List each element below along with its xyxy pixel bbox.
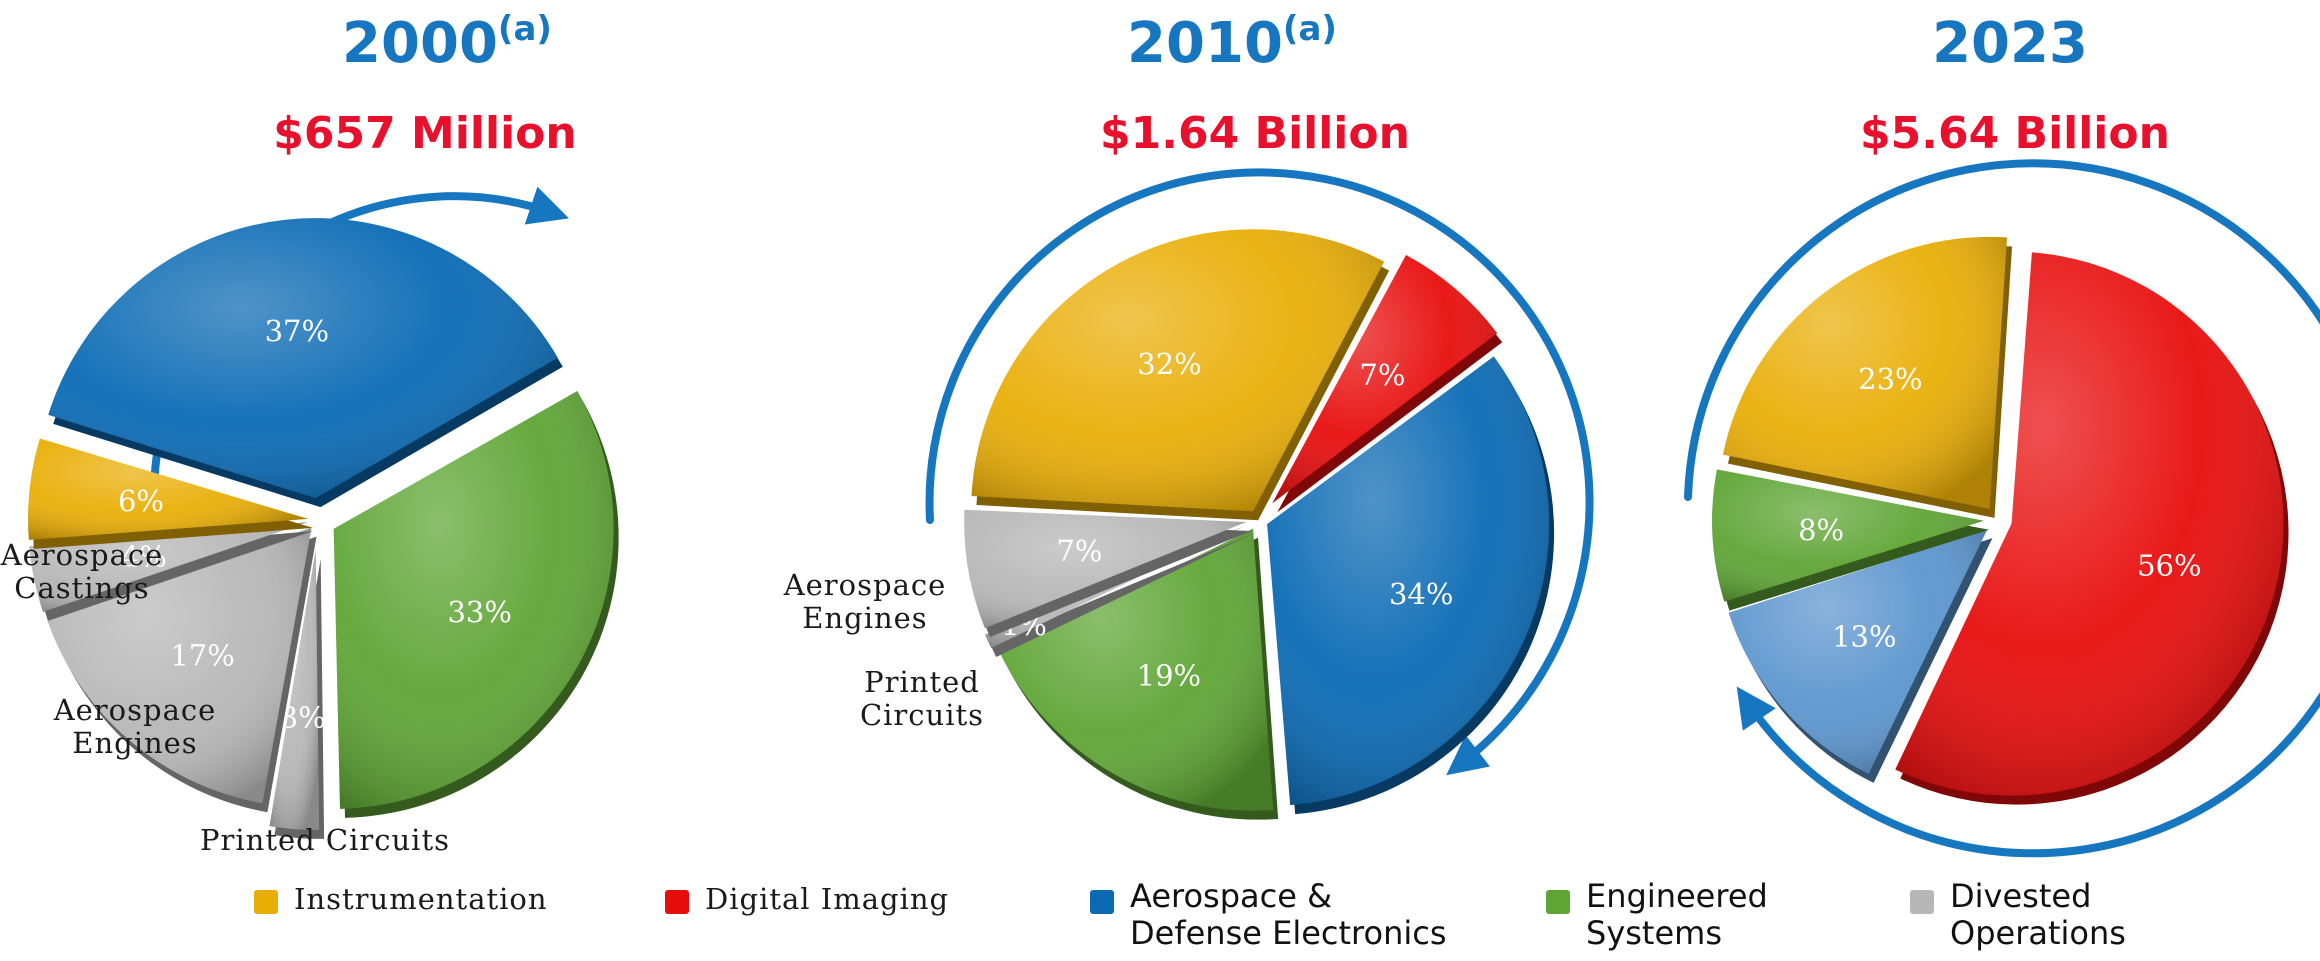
annotation-printed-circuits-2000: Printed Circuits [200,823,450,857]
chart-2023: 2023 $5.64 Billion 56% 13% 8% 23% [1684,11,2320,858]
annotation-aerospace-engines-2010-text: Aerospace [783,568,947,602]
chart-2023-slice-1-gloss [1895,252,2284,796]
chart-2010-slice-6: 32% [971,229,1390,521]
chart-2010-slice-2: 34% [1267,356,1555,815]
chart-2010-pie: 7%34%19%1%7%32% [964,229,1555,820]
chart-2023-slice-4: 23% [1722,236,2013,518]
annotation-aerospace-engines-2000-text: Aerospace [53,693,217,727]
chart-2000-slice-2-label: 33% [447,595,511,629]
legend-label-aerospace-defense: Aerospace & Defense Electronics [1130,877,1447,952]
chart-2010-slice-3-label: 19% [1137,659,1201,693]
chart-2000-pie: 37% 33% 3% 17% 4% 6% [28,218,619,839]
chart-2000-slice-4-gloss [47,527,312,804]
annotation-printed-circuits-2010: Printed Circuits [860,665,984,732]
chart-2023-title: 2023 [1932,11,2088,76]
annotation-aerospace-engines-2010-text-line-2: Engines [802,601,927,635]
chart-2000-slice-2: 33% [333,391,619,818]
chart-2023-slice-3-label: 8% [1798,513,1844,547]
chart-2023-slice-1-label: 56% [2137,548,2201,582]
annotation-aerospace-castings-text: Aerospace [0,538,163,572]
legend-item-divested-operations: Divested Operations [1910,878,2126,952]
legend-swatch-instrumentation [254,890,278,914]
annotation-printed-circuits-2010-text: Printed [864,665,980,699]
annotation-printed-circuits-2010-text-line-2: Circuits [860,698,984,732]
chart-2000-slice-1-label: 37% [265,314,329,348]
chart-2023-slice-2: 13% [1728,529,1993,783]
chart-2000-slice-4-label: 17% [170,639,234,673]
annotation-aerospace-engines-2000: Aerospace Engines [53,693,217,760]
chart-2010-slice-5-label: 7% [1056,534,1102,568]
chart-2023-rotation-arrow [1684,159,2320,858]
chart-2023-year: 2023 [1932,11,2088,76]
legend-label-engineered-systems: Engineered Systems [1586,877,1768,952]
chart-2010-slice-5: 7% [964,509,1252,638]
chart-2000-slice-1-gloss [48,218,558,499]
annotation-aerospace-castings-text-line-2: Castings [14,571,149,605]
annotation-aerospace-engines-2010: Aerospace Engines [783,568,947,635]
chart-2000-slice-3-label: 3% [280,700,326,734]
chart-2010-year: 2010 [1127,11,1283,76]
chart-2010-slice-2-gloss [1267,356,1550,806]
chart-2000-title: 2000(a) [342,9,552,76]
legend-label-instrumentation: Instrumentation [294,882,548,916]
chart-2010-slice-6-label: 32% [1137,347,1201,381]
legend-item-digital-imaging: Digital Imaging [665,878,949,918]
legend-label-divested-operations: Divested Operations [1950,877,2126,952]
chart-2010-slice-1: 7% [1272,255,1503,513]
chart-2023-slice-2-gloss [1728,529,1988,774]
chart-2000-slice-2-gloss [333,391,614,809]
chart-2023-slice-4-gloss [1722,236,2008,509]
chart-2000-slice-6-label: 6% [118,484,164,518]
legend-swatch-divested-operations [1910,890,1934,914]
chart-2000-slice-5: 4% [29,522,314,621]
chart-2023-slice-3: 8% [1712,469,1990,611]
chart-2000-slice-6: 6% [28,438,314,549]
chart-2010-slice-6-gloss [971,229,1385,512]
legend-item-engineered-systems: Engineered Systems [1546,878,1768,952]
legend-swatch-digital-imaging [665,890,689,914]
legend-swatch-engineered-systems [1546,890,1570,914]
legend-item-instrumentation: Instrumentation [254,878,548,918]
legend: Instrumentation Digital Imaging Aerospac… [0,878,2320,961]
chart-2023-slice-2-label: 13% [1832,619,1896,653]
chart-2010-slice-2-label: 34% [1389,577,1453,611]
chart-2000-slice-5-gloss [29,522,309,612]
legend-swatch-aerospace-defense [1090,890,1114,914]
chart-2023-slice-3-gloss [1712,469,1985,602]
chart-2010-slice-3: 19% [1000,528,1279,820]
chart-2010-title: 2010(a) [1127,9,1337,76]
chart-2000-slice-4: 17% [47,527,317,813]
chart-2000: 2000(a) $657 Million 37% 33% 3% 17% 4% 6% Aer… [0,9,619,857]
chart-2000-year: 2000 [342,11,498,76]
chart-2000-slice-5-label: 4% [121,539,167,573]
chart-2000-total: $657 Million [273,108,576,159]
chart-2010-slice-3-gloss [1000,528,1274,811]
chart-2010-slice-1-gloss [1272,255,1498,504]
chart-2023-total: $5.64 Billion [1860,108,2170,159]
legend-label-digital-imaging: Digital Imaging [705,882,950,916]
chart-2010-superscript: (a) [1283,9,1337,49]
legend-item-aerospace-defense: Aerospace & Defense Electronics [1090,878,1447,952]
chart-2000-slice-1: 37% [48,218,563,508]
chart-2010-total: $1.64 Billion [1100,108,1410,159]
chart-2010-rotation-arrow [925,168,1594,776]
chart-2010-slice-4-depth [990,534,1251,658]
chart-2023-pie: 56% 13% 8% 23% [1712,236,2289,805]
annotation-aerospace-engines-2000-text-line-2: Engines [72,726,197,760]
chart-2000-slice-3-gloss [269,549,320,830]
chart-2000-slice-6-gloss [28,438,309,540]
chart-2000-superscript: (a) [498,9,552,49]
chart-2023-slice-1: 56% [1895,252,2289,805]
chart-2010: 2010(a) $1.64 Billion 7%34%19%1%7%32% Ae… [783,9,1594,820]
chart-2010-slice-1-label: 7% [1359,358,1405,392]
chart-2023-slice-4-label: 23% [1858,362,1922,396]
chart-2010-slice-5-gloss [964,509,1247,629]
chart-2000-slice-3: 3% [269,549,326,839]
annotation-aerospace-castings: Aerospace Castings [0,538,163,605]
